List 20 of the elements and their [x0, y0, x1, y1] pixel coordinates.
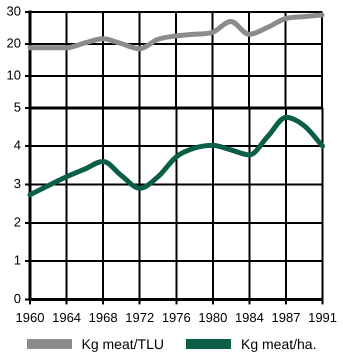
- y-tick-label: 1: [14, 252, 21, 268]
- x-tick-label: 1987: [272, 310, 300, 325]
- y-tick-label: 10: [6, 68, 21, 83]
- y-tick-label: 3: [14, 176, 21, 192]
- x-tick-label: 1972: [125, 310, 154, 325]
- y-tick-label: 2: [14, 214, 21, 230]
- y-tick-label: 30: [6, 3, 21, 18]
- legend-label: Kg meat/TLU: [82, 336, 164, 352]
- y-tick-label: 4: [14, 138, 21, 153]
- x-tick-label: 1980: [198, 310, 228, 325]
- x-tick-label: 1991: [308, 310, 337, 325]
- y-tick-label: 20: [6, 36, 21, 51]
- x-tick-label: 1984: [234, 310, 264, 325]
- y-tick-label: 5: [14, 99, 21, 114]
- x-tick-label: 1976: [162, 310, 191, 325]
- x-tick-label: 1964: [52, 310, 82, 325]
- legend-label: Kg meat/ha.: [240, 336, 316, 352]
- x-tick-label: 1960: [16, 310, 44, 325]
- y-tick-label: 0: [14, 290, 21, 306]
- x-tick-label: 1968: [88, 310, 118, 325]
